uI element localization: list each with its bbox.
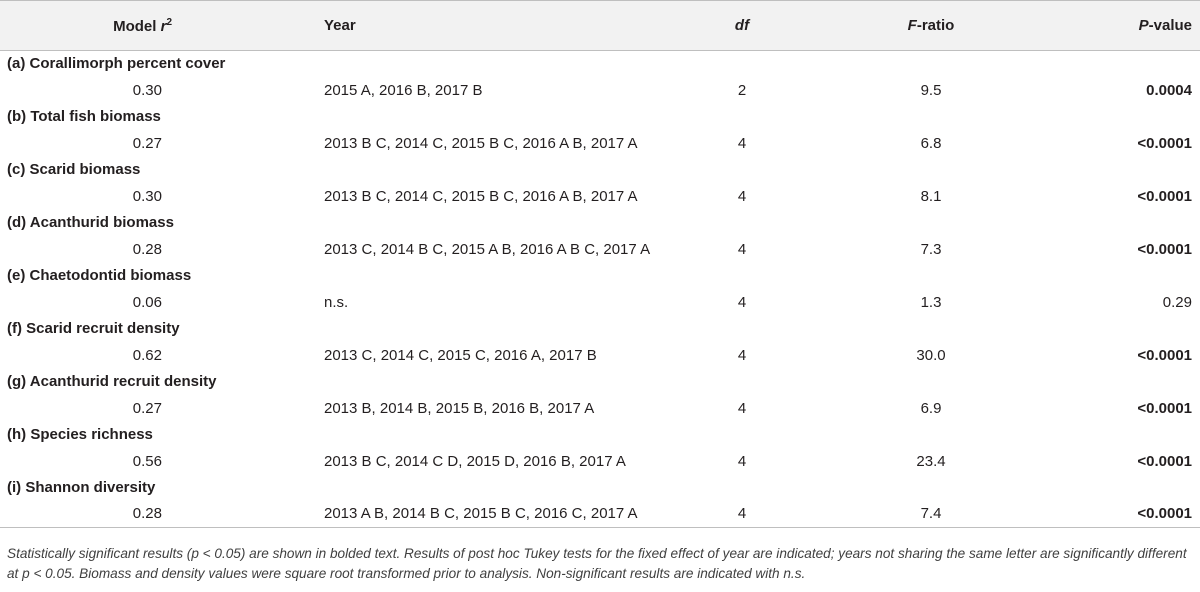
section-row: (a) Corallimorph percent cover xyxy=(0,51,1200,77)
cell-p-value: 0.0004 xyxy=(1146,81,1192,99)
header-model-prefix: Model xyxy=(113,17,161,35)
cell-df: 4 xyxy=(737,134,747,152)
section-label: (d) Acanthurid biomass xyxy=(7,214,174,231)
section-row: (e) Chaetodontid biomass xyxy=(0,263,1200,289)
table-row: 0.06 n.s. 4 1.3 0.29 xyxy=(0,289,1200,316)
cell-model-r2: 0.28 xyxy=(0,500,300,528)
section-row: (f) Scarid recruit density xyxy=(0,316,1200,342)
cell-df: 4 xyxy=(652,500,802,528)
cell-year: 2013 B, 2014 B, 2015 B, 2016 B, 2017 A xyxy=(324,399,595,417)
cell-df: 4 xyxy=(737,346,747,364)
cell-model-r2: 0.30 xyxy=(132,187,162,205)
header-df: df xyxy=(652,0,802,51)
header-f-ratio: F-ratio xyxy=(802,0,1060,51)
section-label: (b) Total fish biomass xyxy=(7,108,161,125)
header-row: Model r2 Year df F-ratio P-value xyxy=(0,0,1200,51)
cell-model-r2: 0.56 xyxy=(132,452,162,470)
table-row: 0.56 2013 B C, 2014 C D, 2015 D, 2016 B, … xyxy=(0,448,1200,475)
cell-df: 4 xyxy=(737,293,747,311)
table-row: 0.30 2013 B C, 2014 C, 2015 B C, 2016 A B… xyxy=(0,183,1200,210)
cell-p-value: <0.0001 xyxy=(1137,452,1192,470)
table-row: 0.27 2013 B, 2014 B, 2015 B, 2016 B, 2017… xyxy=(0,395,1200,422)
table-row: 0.27 2013 B C, 2014 C, 2015 B C, 2016 A B… xyxy=(0,130,1200,157)
cell-model-r2: 0.28 xyxy=(132,240,162,258)
header-p-var: P xyxy=(1138,17,1149,34)
cell-year: 2013 C, 2014 B C, 2015 A B, 2016 A B C, … xyxy=(324,240,651,258)
cell-df: 4 xyxy=(737,187,747,205)
cell-f-ratio: 23.4 xyxy=(916,452,946,470)
cell-f-ratio: 7.3 xyxy=(920,240,942,258)
cell-f-ratio: 1.3 xyxy=(920,293,942,311)
results-table: Model r2 Year df F-ratio P-value (a) Cor… xyxy=(0,0,1200,528)
header-p-value: P-value xyxy=(1060,0,1200,51)
section-label: (g) Acanthurid recruit density xyxy=(7,373,217,390)
cell-df: 4 xyxy=(737,399,747,417)
table-row: 0.30 2015 A, 2016 B, 2017 B 2 9.5 0.0004 xyxy=(0,77,1200,104)
section-label: (h) Species richness xyxy=(7,426,153,443)
section-row: (i) Shannon diversity xyxy=(0,475,1200,501)
cell-year: 2013 B C, 2014 C D, 2015 D, 2016 B, 2017… xyxy=(324,452,626,470)
section-label: (i) Shannon diversity xyxy=(7,479,156,496)
cell-p-value: <0.0001 xyxy=(1137,346,1192,364)
section-row: (d) Acanthurid biomass xyxy=(0,210,1200,236)
cell-f-ratio: 6.9 xyxy=(920,399,942,417)
header-model-r2: Model r2 xyxy=(0,0,300,51)
cell-df: 4 xyxy=(737,452,747,470)
cell-p-value: <0.0001 xyxy=(1137,187,1192,205)
cell-model-r2: 0.06 xyxy=(132,293,162,311)
cell-year: 2013 B C, 2014 C, 2015 B C, 2016 A B, 20… xyxy=(324,134,638,152)
header-model-var: r xyxy=(160,17,167,35)
cell-f-ratio: 8.1 xyxy=(920,187,942,205)
cell-f-ratio: 30.0 xyxy=(916,346,946,364)
cell-model-r2: 0.62 xyxy=(132,346,162,364)
section-row: (c) Scarid biomass xyxy=(0,157,1200,183)
cell-model-r2: 0.30 xyxy=(132,81,162,99)
section-row: (b) Total fish biomass xyxy=(0,104,1200,130)
cell-year: 2015 A, 2016 B, 2017 B xyxy=(324,81,483,99)
table-row: 0.28 2013 A B, 2014 B C, 2015 B C, 2016 C… xyxy=(0,500,1200,528)
header-f-suffix: -ratio xyxy=(916,17,955,34)
header-year: Year xyxy=(300,0,652,51)
cell-f-ratio: 6.8 xyxy=(920,134,942,152)
cell-year: 2013 A B, 2014 B C, 2015 B C, 2016 C, 20… xyxy=(300,500,652,528)
cell-df: 2 xyxy=(737,81,747,99)
header-model-sup: 2 xyxy=(166,16,172,28)
table-caption: Statistically significant results (p < 0… xyxy=(7,546,1187,581)
section-row: (g) Acanthurid recruit density xyxy=(0,369,1200,395)
cell-model-r2: 0.27 xyxy=(132,134,162,152)
cell-df: 4 xyxy=(737,240,747,258)
section-label: (e) Chaetodontid biomass xyxy=(7,267,192,284)
table-body: (a) Corallimorph percent cover 0.30 2015 A… xyxy=(0,51,1200,528)
header-p-suffix: -value xyxy=(1148,17,1192,34)
section-label: (f) Scarid recruit density xyxy=(7,320,180,337)
cell-p-value: <0.0001 xyxy=(1137,134,1192,152)
header-f-var: F xyxy=(907,17,917,34)
cell-f-ratio: 9.5 xyxy=(920,81,942,99)
table-row: 0.28 2013 C, 2014 B C, 2015 A B, 2016 A B… xyxy=(0,236,1200,263)
section-row: (h) Species richness xyxy=(0,422,1200,448)
cell-year: 2013 B C, 2014 C, 2015 B C, 2016 A B, 20… xyxy=(324,187,638,205)
cell-model-r2: 0.27 xyxy=(132,399,162,417)
cell-year: 2013 C, 2014 C, 2015 C, 2016 A, 2017 B xyxy=(324,346,597,364)
table-row: 0.62 2013 C, 2014 C, 2015 C, 2016 A, 2017… xyxy=(0,342,1200,369)
cell-p-value: <0.0001 xyxy=(1137,240,1192,258)
cell-p-value: 0.29 xyxy=(1162,293,1192,311)
cell-year: n.s. xyxy=(324,293,349,311)
cell-p-value: <0.0001 xyxy=(1137,399,1192,417)
section-label: (a) Corallimorph percent cover xyxy=(7,55,226,73)
cell-p-value: <0.0001 xyxy=(1060,500,1200,528)
section-label: (c) Scarid biomass xyxy=(7,161,141,178)
cell-f-ratio: 7.4 xyxy=(802,500,1060,528)
